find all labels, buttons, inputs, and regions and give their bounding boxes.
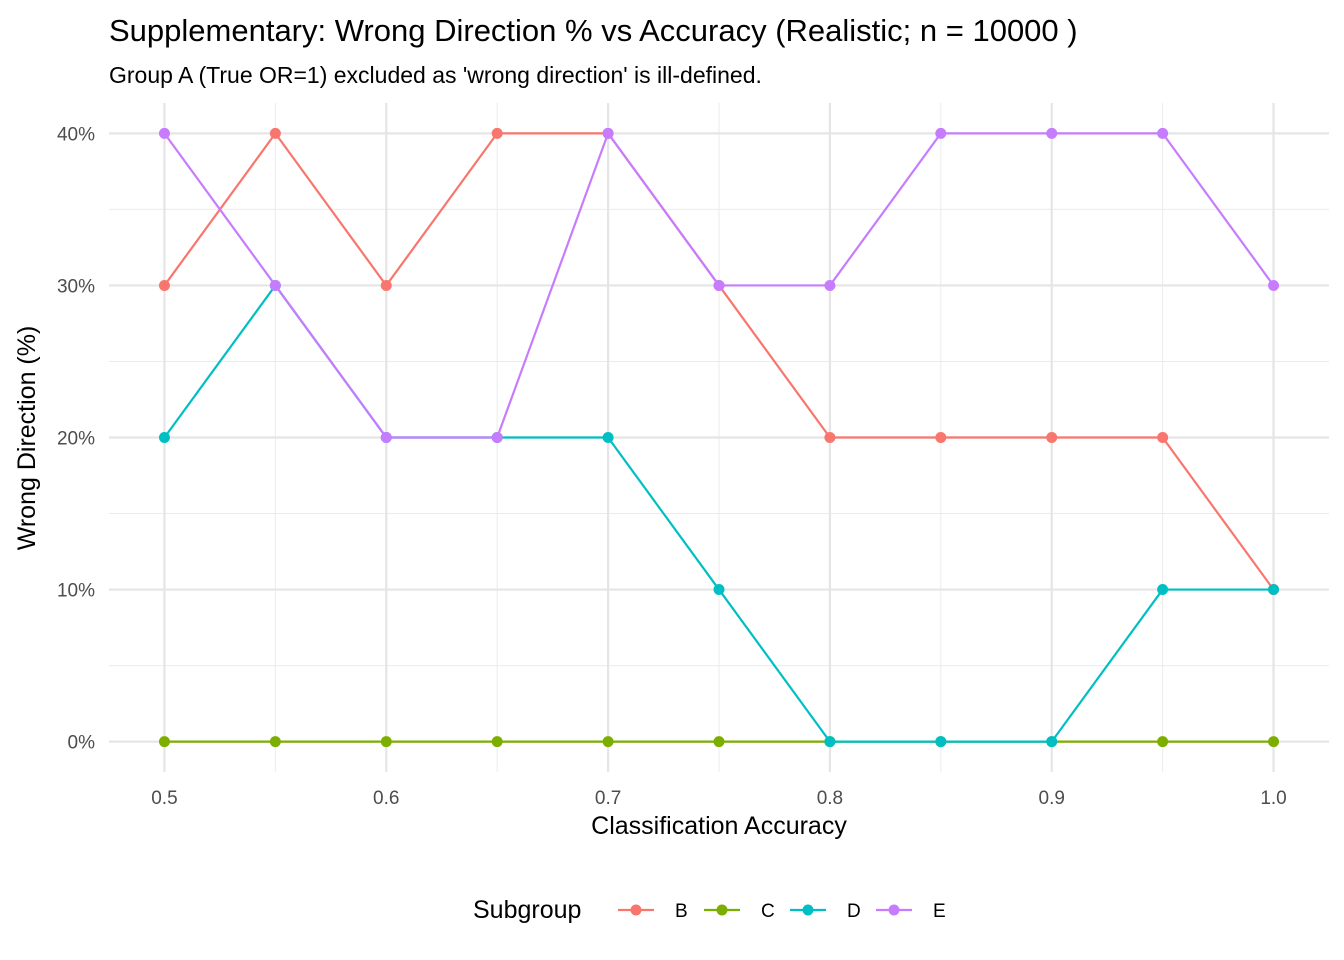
y-tick-label: 40% [57, 124, 95, 145]
data-point-c [1268, 736, 1280, 748]
data-point-d [1157, 584, 1169, 596]
data-point-e [1268, 279, 1280, 291]
legend-item-b: B [618, 901, 688, 922]
y-axis-ticks: 0% 10% 20% 30% 40% [57, 124, 95, 753]
data-point-b [491, 127, 503, 139]
legend-item-c: C [704, 901, 775, 922]
data-point-d [935, 736, 947, 748]
data-point-e [1157, 127, 1169, 139]
x-tick-label: 1.0 [1260, 788, 1286, 809]
data-point-e [158, 127, 170, 139]
x-tick-label: 0.6 [373, 788, 399, 809]
x-axis-ticks: 0.5 0.6 0.7 0.8 0.9 1.0 [151, 788, 1287, 809]
data-point-e [491, 432, 503, 443]
data-point-c [269, 736, 281, 748]
data-point-c [491, 736, 503, 748]
data-point-b [824, 432, 836, 443]
data-point-b [380, 279, 392, 291]
data-point-d [1046, 736, 1058, 748]
legend-key-point [716, 904, 728, 916]
data-point-b [269, 127, 281, 139]
legend-label: C [761, 901, 775, 922]
data-point-c [713, 736, 725, 748]
data-point-d [713, 584, 725, 596]
chart-subtitle: Group A (True OR=1) excluded as 'wrong d… [109, 62, 762, 88]
legend-item-d: D [790, 901, 861, 922]
series-e [158, 127, 1280, 443]
y-tick-label: 20% [57, 429, 95, 450]
series-layer [158, 127, 1280, 748]
x-tick-label: 0.7 [595, 788, 621, 809]
data-point-d [602, 432, 614, 443]
y-axis-title: Wrong Direction (%) [13, 326, 41, 551]
data-point-b [1046, 432, 1058, 443]
data-point-e [935, 127, 947, 139]
legend-label: E [933, 901, 946, 922]
series-c [158, 736, 1280, 748]
x-tick-label: 0.9 [1039, 788, 1065, 809]
data-point-b [1157, 432, 1169, 443]
data-point-c [602, 736, 614, 748]
data-point-e [713, 279, 725, 291]
x-tick-label: 0.5 [151, 788, 177, 809]
data-point-b [158, 279, 170, 291]
y-tick-label: 10% [57, 581, 95, 602]
data-point-b [935, 432, 947, 443]
data-point-e [380, 432, 392, 443]
data-point-c [1157, 736, 1169, 748]
y-tick-label: 30% [57, 276, 95, 297]
data-point-d [824, 736, 836, 748]
data-point-e [1046, 127, 1058, 139]
chart-title: Supplementary: Wrong Direction % vs Accu… [109, 13, 1078, 48]
data-point-e [602, 127, 614, 139]
data-point-d [1268, 584, 1280, 596]
data-point-c [158, 736, 170, 748]
x-axis-title: Classification Accuracy [591, 812, 847, 840]
legend-key-point [888, 904, 900, 916]
legend-label: D [847, 901, 861, 922]
legend-title: Subgroup [473, 896, 581, 924]
legend-key-point [630, 904, 642, 916]
data-point-e [824, 279, 836, 291]
y-tick-label: 0% [68, 733, 96, 754]
data-point-d [158, 432, 170, 443]
data-point-c [380, 736, 392, 748]
legend-item-e: E [876, 901, 946, 922]
legend-key-point [802, 904, 814, 916]
legend: Subgroup B C D E [473, 896, 946, 924]
legend-label: B [675, 901, 688, 922]
data-point-e [269, 279, 281, 291]
x-tick-label: 0.8 [817, 788, 843, 809]
